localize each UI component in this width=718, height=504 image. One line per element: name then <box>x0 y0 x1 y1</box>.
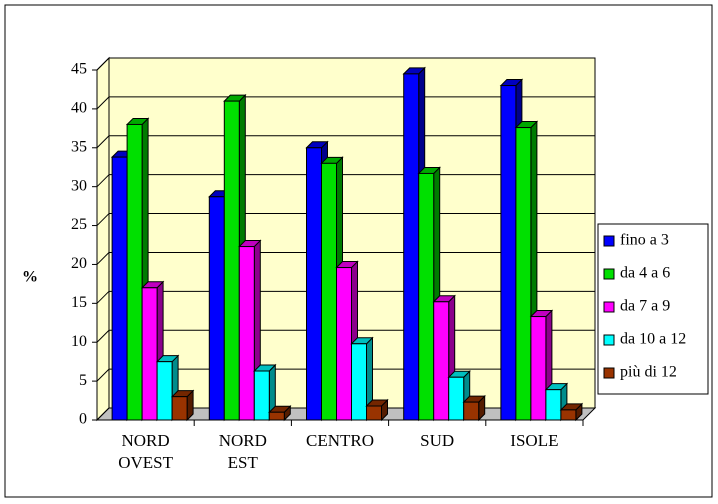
legend-swatch <box>603 367 615 379</box>
bar <box>141 287 158 421</box>
bar <box>208 196 225 421</box>
bar <box>171 396 188 421</box>
legend-label: da 4 a 6 <box>620 265 670 282</box>
bar <box>321 162 337 421</box>
grid-line <box>96 174 110 188</box>
y-tick-label: 30 <box>71 177 87 194</box>
legend-label: fino a 3 <box>620 232 669 249</box>
bar <box>238 246 255 421</box>
y-tick-label: 5 <box>79 372 87 389</box>
y-axis-label: % <box>22 269 38 286</box>
x-tick-label: NORD OVEST <box>118 431 173 472</box>
bar <box>306 147 322 421</box>
legend-swatch <box>603 268 615 280</box>
bar <box>433 301 450 421</box>
grid-line <box>96 252 110 265</box>
legend <box>597 223 709 395</box>
bar <box>223 100 240 421</box>
y-tick-label: 15 <box>71 294 87 311</box>
y-tick-label: 35 <box>71 138 87 155</box>
y-tick-label: 45 <box>71 61 87 78</box>
x-tick-label: CENTRO <box>306 431 374 450</box>
y-tick-label: 25 <box>71 216 87 233</box>
side-wall <box>96 56 110 422</box>
legend-swatch <box>603 235 615 247</box>
bar <box>530 316 547 421</box>
bar <box>545 389 562 421</box>
x-tick-label: NORD EST <box>218 431 267 472</box>
bar <box>500 85 517 421</box>
grid-line <box>96 368 110 382</box>
grid-line <box>96 135 110 149</box>
grid-line <box>96 290 110 304</box>
bar <box>111 156 128 421</box>
bar <box>156 361 173 421</box>
x-tick-label: SUD <box>420 431 455 450</box>
legend-label: più di 12 <box>620 364 677 381</box>
y-tick-label: 0 <box>79 411 87 428</box>
y-tick-label: 10 <box>71 333 87 350</box>
grid-line <box>96 407 110 421</box>
legend-swatch <box>603 301 615 313</box>
bar <box>448 376 465 421</box>
bar <box>366 405 382 421</box>
legend-swatch <box>603 334 615 346</box>
bar <box>253 370 270 421</box>
grid-line <box>96 329 110 343</box>
grid-line <box>96 213 110 226</box>
bar <box>515 127 532 421</box>
grid-line <box>96 57 110 71</box>
bar <box>560 409 577 421</box>
grid-line <box>96 96 110 110</box>
bar <box>418 172 435 421</box>
legend-label: da 10 a 12 <box>620 331 686 348</box>
y-tick-label: 20 <box>71 255 87 272</box>
bar <box>126 123 143 421</box>
bar <box>403 73 420 421</box>
bar <box>268 411 285 421</box>
legend-label: da 7 a 9 <box>620 298 670 315</box>
bar <box>351 343 367 421</box>
bar <box>463 401 480 421</box>
bar <box>336 267 352 421</box>
x-tick-label: ISOLE <box>510 431 559 450</box>
y-tick-label: 40 <box>71 100 87 117</box>
